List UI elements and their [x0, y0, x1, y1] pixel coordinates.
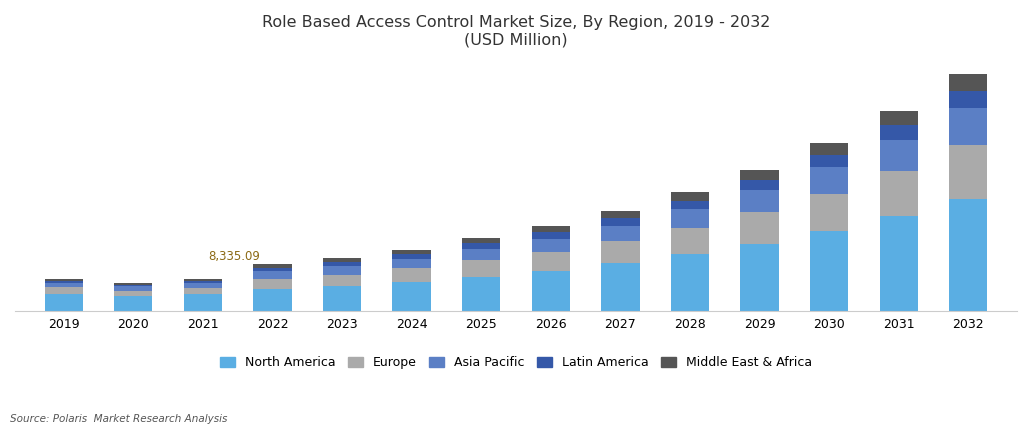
Bar	[810, 231, 848, 311]
Bar	[879, 171, 917, 216]
Bar	[949, 92, 988, 108]
Bar	[462, 238, 501, 243]
Bar	[671, 254, 709, 311]
Bar	[392, 268, 430, 282]
Bar	[810, 194, 848, 231]
Bar	[115, 296, 153, 311]
Bar	[671, 210, 709, 228]
Bar	[810, 143, 848, 155]
Bar	[184, 281, 222, 283]
Bar	[531, 271, 570, 311]
Bar	[879, 140, 917, 171]
Bar	[602, 226, 640, 242]
Bar	[462, 249, 501, 260]
Bar	[740, 170, 779, 180]
Bar	[253, 264, 292, 268]
Bar	[462, 277, 501, 311]
Bar	[740, 190, 779, 212]
Bar	[671, 228, 709, 254]
Bar	[115, 286, 153, 291]
Legend: North America, Europe, Asia Pacific, Latin America, Middle East & Africa: North America, Europe, Asia Pacific, Lat…	[214, 350, 818, 376]
Bar	[462, 243, 501, 249]
Bar	[671, 192, 709, 201]
Bar	[879, 110, 917, 125]
Bar	[323, 266, 361, 274]
Bar	[44, 283, 83, 288]
Bar	[671, 201, 709, 210]
Bar	[392, 250, 430, 254]
Bar	[184, 283, 222, 288]
Bar	[531, 233, 570, 239]
Bar	[253, 279, 292, 289]
Bar	[115, 285, 153, 286]
Bar	[531, 252, 570, 271]
Bar	[949, 145, 988, 199]
Bar	[323, 286, 361, 311]
Bar	[392, 282, 430, 311]
Bar	[462, 260, 501, 277]
Bar	[879, 125, 917, 140]
Bar	[323, 274, 361, 286]
Bar	[323, 258, 361, 262]
Bar	[602, 219, 640, 226]
Bar	[531, 239, 570, 252]
Bar	[323, 262, 361, 266]
Bar	[810, 155, 848, 167]
Bar	[602, 211, 640, 219]
Text: Source: Polaris  Market Research Analysis: Source: Polaris Market Research Analysis	[10, 414, 228, 424]
Bar	[949, 74, 988, 92]
Bar	[602, 263, 640, 311]
Bar	[392, 259, 430, 268]
Title: Role Based Access Control Market Size, By Region, 2019 - 2032
(USD Million): Role Based Access Control Market Size, B…	[262, 15, 770, 47]
Bar	[949, 199, 988, 311]
Text: 8,335.09: 8,335.09	[208, 250, 260, 262]
Bar	[740, 180, 779, 190]
Bar	[253, 289, 292, 311]
Bar	[44, 281, 83, 283]
Bar	[44, 279, 83, 281]
Bar	[44, 294, 83, 311]
Bar	[253, 271, 292, 279]
Bar	[740, 244, 779, 311]
Bar	[602, 242, 640, 263]
Bar	[115, 291, 153, 296]
Bar	[740, 212, 779, 244]
Bar	[184, 279, 222, 281]
Bar	[810, 167, 848, 194]
Bar	[531, 226, 570, 233]
Bar	[184, 294, 222, 311]
Bar	[115, 283, 153, 285]
Bar	[44, 288, 83, 294]
Bar	[949, 108, 988, 145]
Bar	[392, 254, 430, 259]
Bar	[879, 216, 917, 311]
Bar	[184, 288, 222, 294]
Bar	[253, 268, 292, 271]
